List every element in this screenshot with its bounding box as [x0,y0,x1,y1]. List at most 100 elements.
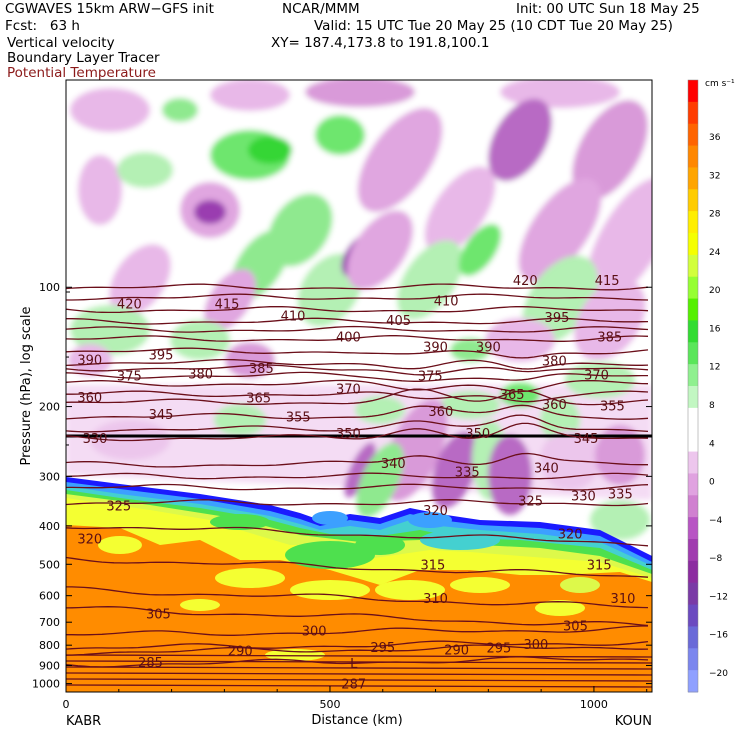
isentrope-330 [66,483,649,491]
colorbar-label: 28 [709,210,721,220]
theta-label: 415 [215,298,240,313]
theta-label: 335 [608,487,633,502]
colorbar-label: −4 [709,516,723,526]
x-axis-end-station: KOUN [615,714,652,729]
colorbar-swatch [688,648,698,671]
colorbar-swatch [688,582,698,606]
colorbar-swatch [688,386,698,409]
theta-label: 420 [513,274,538,289]
theta-label: 310 [611,592,636,607]
theta-label: 415 [595,274,620,289]
colorbar-label: 12 [709,363,720,373]
theta-label: 285 [138,656,163,671]
colorbar-swatch [688,495,698,518]
colorbar-label: 20 [709,286,721,296]
theta-label: 395 [149,349,174,364]
isentrope-365 [66,390,649,403]
colorbar-label: 4 [709,439,715,449]
colorbar-swatch [688,254,698,278]
theta-label: 390 [476,340,501,355]
isentrope-390 [66,347,649,359]
theta-label: 400 [336,330,361,345]
colorbar-frame [687,79,699,693]
theta-label: 315 [420,558,445,573]
theta-label: 370 [336,382,361,397]
plot-fill: 420 415 410 410 420 415 390 395 400 405 390 390 395 3… [66,80,652,693]
theta-label: 330 [83,432,108,447]
theta-label: 300 [523,638,548,653]
header-init-time: Init: 00 UTC Sun 18 May 25 [516,1,700,17]
isentrope-370 [66,379,649,393]
colorbar-swatch [688,80,698,103]
theta-label: 360 [428,405,453,420]
x-axis: 0 500 1000 [63,686,648,711]
colorbar-swatch [688,211,698,234]
isentrope-350 [66,414,649,433]
header-source: NCAR/MMM [282,1,360,17]
theta-label: 365 [246,392,271,407]
isentrope-325 [66,499,649,507]
potential-temperature-isentropes [66,283,652,688]
x-axis-label: Distance (km) [311,713,402,728]
colorbar-swatch [688,626,698,649]
colorbar-label: 36 [709,133,721,143]
header-valid-time: Valid: 15 UTC Tue 20 May 25 (10 CDT Tue … [314,18,673,34]
isentrope-315 [66,556,649,578]
isentrope-410 [66,305,649,314]
x-axis-start-station: KABR [66,714,101,729]
theta-label: 375 [117,370,142,385]
theta-label: 410 [281,310,306,325]
theta-label: 350 [465,427,490,442]
colorbar-swatch [688,560,698,584]
colorbar-swatch [688,364,698,387]
isentrope-near-surface [66,660,652,664]
theta-label: 305 [146,607,171,622]
colorbar-swatch [688,189,698,212]
theta-label: 380 [542,354,567,369]
colorbar-label: −20 [709,669,728,679]
colorbar-label: 0 [709,478,715,488]
theta-label: L [350,657,358,672]
theta-label: 325 [518,494,543,509]
y-axis-label: Pressure (hPa), log scale [19,307,34,466]
plot-frame [65,79,653,693]
theta-label: 310 [423,592,448,607]
theta-label: 320 [558,527,583,542]
theta-label: 420 [117,298,142,313]
isentrope-335 [66,472,649,480]
theta-label: 390 [423,340,448,355]
header-init-model: CGWAVES 15km ARW−GFS init [5,1,214,17]
theta-label: 330 [571,489,596,504]
header-forecast-hour: Fcst: 63 h [5,18,80,34]
x-tick-label: 500 [319,698,340,711]
colorbar-label: −8 [709,554,723,564]
theta-label: 385 [597,330,622,345]
y-tick-label: 200 [39,401,60,414]
y-tick-label: 300 [39,470,60,483]
theta-label: 287 [341,678,366,693]
colorbar-swatch [688,298,698,321]
theta-label: 395 [545,311,570,326]
y-tick-label: 1000 [32,678,60,691]
colorbar-label: 24 [709,248,721,258]
colorbar-label: −16 [709,631,728,641]
boundary-layer-tracer [66,477,652,692]
theta-label: 340 [381,457,406,472]
colorbar-swatch [688,473,698,496]
vertical-velocity-waves [66,80,652,380]
isentrope-405 [66,317,649,325]
colorbar-swatch [688,517,698,540]
theta-label: 340 [534,462,559,477]
isentrope-near-surface [66,684,652,688]
isentrope-355 [66,404,649,420]
colorbar-swatch [688,407,698,431]
colorbar-label: 8 [709,401,715,411]
theta-label: 295 [486,641,511,656]
field-label-boundary-layer-tracer: Boundary Layer Tracer [7,50,160,66]
isentrope-295 [66,640,649,650]
colorbar-swatch [688,123,698,147]
isentrope-380 [66,364,649,376]
theta-label: 370 [584,368,609,383]
theta-label: 345 [149,408,174,423]
